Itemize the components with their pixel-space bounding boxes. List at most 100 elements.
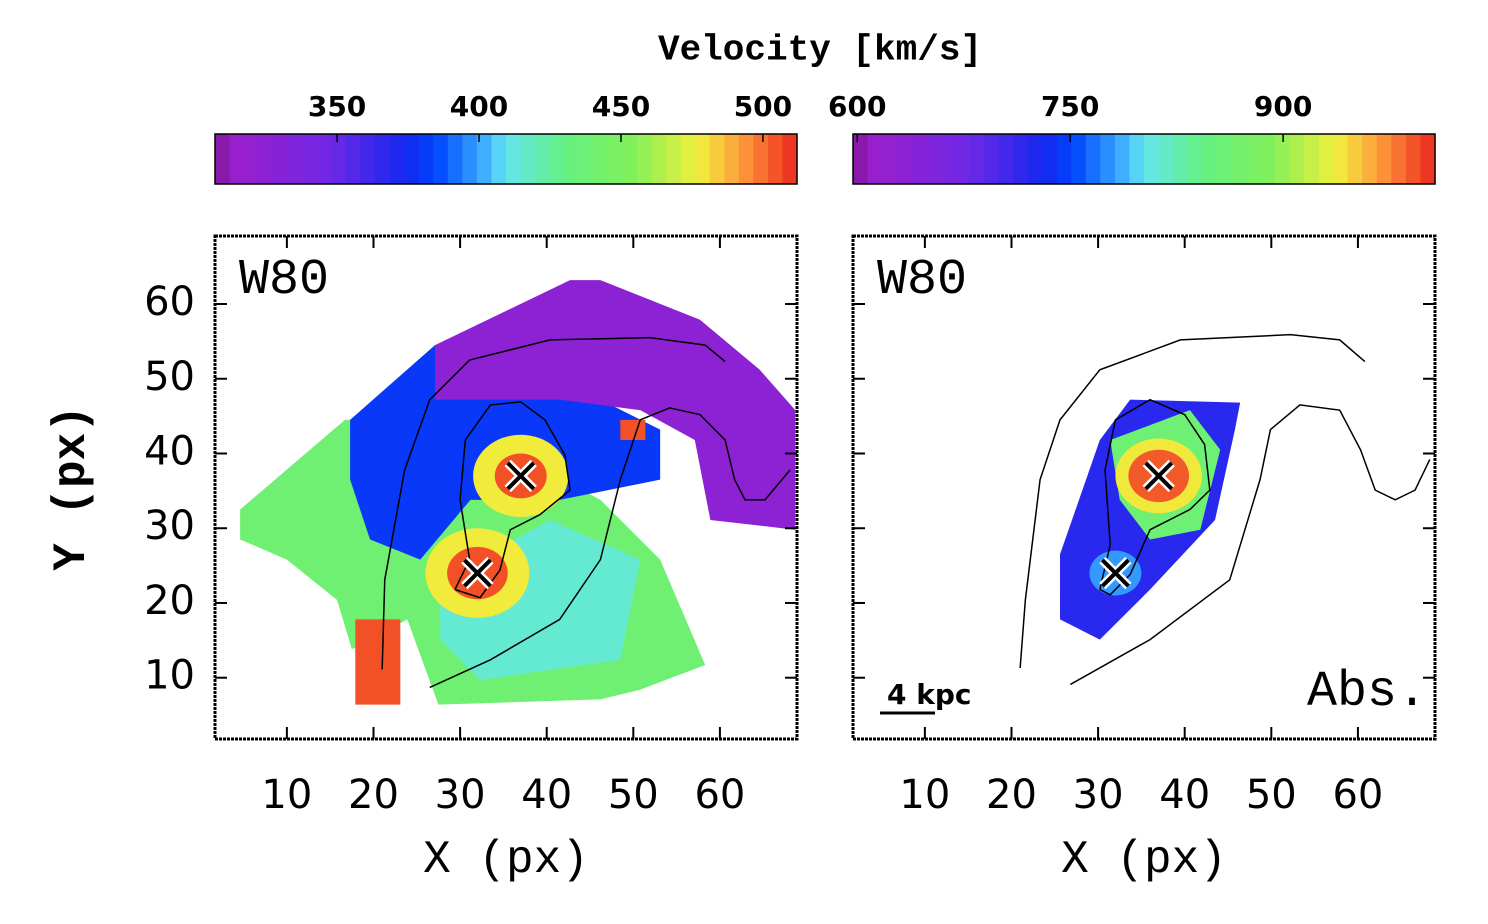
colorbar-step xyxy=(316,134,332,184)
map-patch xyxy=(620,419,646,441)
nucleus-marker xyxy=(1099,556,1132,590)
colorbar-step xyxy=(724,134,740,184)
colorbar-tick-label: 400 xyxy=(450,90,508,123)
x-axis-title: X (px) xyxy=(423,834,589,886)
colorbar-step xyxy=(940,134,956,184)
colorbar-step xyxy=(1245,134,1261,184)
colorbar-step xyxy=(1289,134,1305,184)
colorbar-step xyxy=(1202,134,1218,184)
colorbar-step xyxy=(1144,134,1160,184)
colorbar-step xyxy=(636,134,653,184)
colorbar-step xyxy=(896,134,912,184)
contour xyxy=(429,407,791,689)
colorbar-step xyxy=(1420,134,1436,184)
colorbar-step xyxy=(345,134,362,184)
colorbar-step xyxy=(418,134,434,184)
x-tick-label: 10 xyxy=(261,772,312,818)
panel-frame xyxy=(851,234,1437,741)
x-axis-title: X (px) xyxy=(1061,834,1227,886)
colorbar-step xyxy=(1027,134,1043,184)
colorbar-step xyxy=(1376,134,1392,184)
colorbar-step xyxy=(882,134,898,184)
colorbar-step xyxy=(925,134,941,184)
colorbar-step xyxy=(911,134,927,184)
figure-title: Velocity [km/s] xyxy=(658,30,982,71)
colorbar-step xyxy=(520,134,536,184)
colorbar-step xyxy=(1260,134,1276,184)
colorbar-step xyxy=(1405,134,1422,184)
colorbar-step xyxy=(666,134,682,184)
colorbar-step xyxy=(709,134,725,184)
colorbar-step xyxy=(954,134,970,184)
colorbar-step xyxy=(867,134,883,184)
colorbar-frame xyxy=(214,133,798,185)
colorbar-step xyxy=(462,134,478,184)
colorbar-step xyxy=(1231,134,1247,184)
panel-note: Abs. xyxy=(1307,664,1427,721)
colorbar-step xyxy=(273,134,289,184)
colorbar-step xyxy=(258,134,274,184)
colorbar-step xyxy=(1013,134,1029,184)
colorbar-step xyxy=(1347,134,1363,184)
colorbar-step xyxy=(1085,134,1101,184)
colorbar-step xyxy=(1187,134,1203,184)
colorbar-step xyxy=(1129,134,1145,184)
colorbar-step xyxy=(1100,134,1116,184)
colorbar-step xyxy=(607,134,623,184)
colorbar-tick-label: 350 xyxy=(308,90,366,123)
colorbar-frame xyxy=(852,133,1436,185)
colorbar-step xyxy=(1173,134,1189,184)
colorbar-step xyxy=(1114,134,1131,184)
colorbar-step xyxy=(375,134,391,184)
y-tick-label: 30 xyxy=(144,503,195,549)
x-tick-label: 30 xyxy=(435,772,486,818)
scale-bar-label: 4 kpc xyxy=(887,678,972,711)
marker-stroke xyxy=(1101,558,1130,588)
x-tick-label: 20 xyxy=(986,772,1037,818)
colorbar-step xyxy=(506,134,522,184)
colorbar-step xyxy=(389,134,405,184)
panel-label: W80 xyxy=(877,252,967,309)
colorbar-tick-label: 450 xyxy=(592,90,650,123)
marker-stroke xyxy=(463,558,492,588)
colorbar-step xyxy=(983,134,1000,184)
contour xyxy=(381,336,726,670)
nucleus-marker xyxy=(461,556,494,590)
contour xyxy=(1019,333,1366,669)
contour xyxy=(1099,398,1211,596)
colorbar-step xyxy=(302,134,318,184)
colorbar-step xyxy=(1274,134,1291,184)
colorbar-step xyxy=(447,134,463,184)
colorbar-step xyxy=(1318,134,1334,184)
colorbar-step xyxy=(578,134,594,184)
colorbar-step xyxy=(535,134,551,184)
colorbar-step xyxy=(244,134,260,184)
colorbar-step xyxy=(1056,134,1072,184)
colorbar-step xyxy=(564,134,580,184)
colorbar-step xyxy=(782,134,798,184)
nucleus-marker xyxy=(504,459,537,493)
colorbar-step xyxy=(476,134,493,184)
y-tick-label: 50 xyxy=(144,354,195,400)
x-tick-label: 50 xyxy=(608,772,659,818)
colorbar-step xyxy=(622,134,638,184)
colorbar-tick-label: 600 xyxy=(828,90,886,123)
y-tick-label: 40 xyxy=(144,428,195,474)
panel-label: W80 xyxy=(239,252,329,309)
marker-stroke xyxy=(1144,461,1174,491)
nucleus-marker xyxy=(1142,459,1175,493)
colorbar-step xyxy=(1333,134,1349,184)
x-tick-label: 40 xyxy=(521,772,572,818)
map-layer xyxy=(240,280,796,705)
x-tick-label: 20 xyxy=(348,772,399,818)
colorbar-step xyxy=(360,134,376,184)
panel-frame xyxy=(213,234,799,741)
colorbar-step xyxy=(767,134,784,184)
y-tick-label: 20 xyxy=(144,578,195,624)
colorbar-step xyxy=(549,134,565,184)
colorbar-step xyxy=(695,134,711,184)
colorbar-step xyxy=(433,134,449,184)
colorbar-tick-label: 900 xyxy=(1254,90,1312,123)
colorbar-tick-label: 500 xyxy=(734,90,792,123)
x-tick-label: 60 xyxy=(694,772,745,818)
